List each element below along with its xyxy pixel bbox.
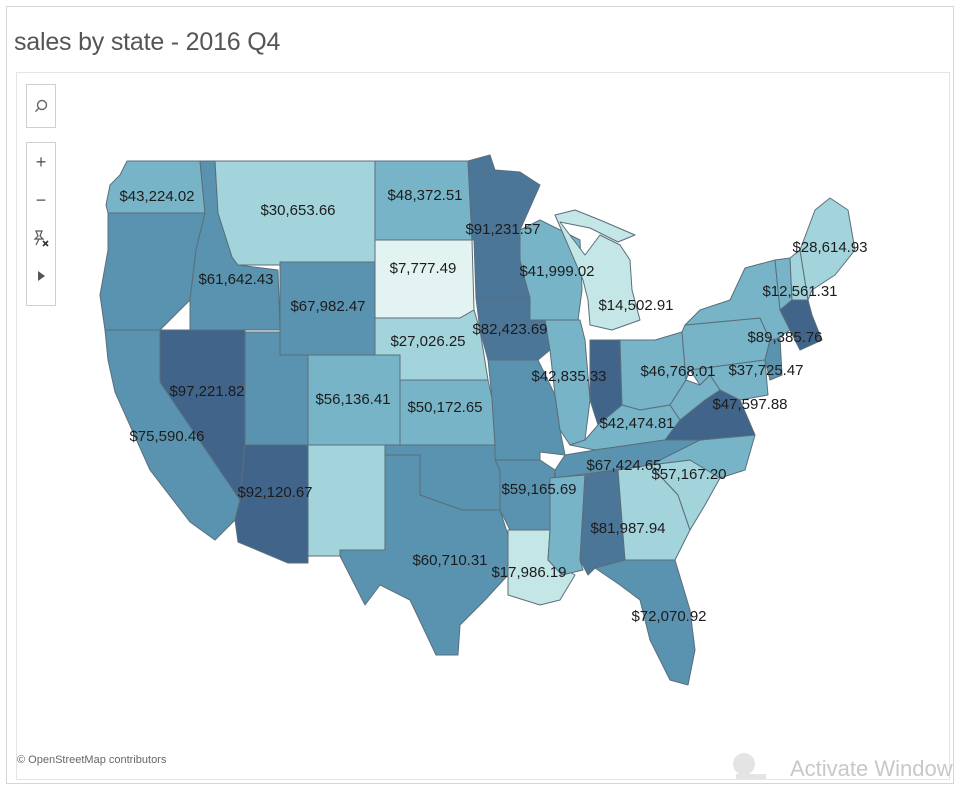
state-value-label-oh: $46,768.01 [640, 363, 715, 380]
expand-toolbar-button[interactable] [27, 257, 55, 295]
state-value-label-sd: $7,777.49 [390, 260, 457, 277]
zoom-out-button[interactable]: − [35, 189, 47, 210]
state-value-label-la: $17,986.19 [491, 564, 566, 581]
state-value-label-ny: $12,561.31 [762, 283, 837, 300]
state-value-label-ks: $50,172.65 [407, 399, 482, 416]
play-icon [38, 271, 45, 281]
state-value-label-al: $81,987.94 [590, 520, 665, 537]
page-title: sales by state - 2016 Q4 [14, 28, 281, 56]
state-value-label-mt: $30,653.66 [260, 202, 335, 219]
search-button[interactable] [27, 85, 55, 127]
state-mi[interactable] [554, 209, 641, 331]
pin-clear-icon [33, 230, 49, 247]
state-value-label-wa: $43,224.02 [119, 188, 194, 205]
state-value-label-id: $61,642.43 [198, 271, 273, 288]
search-control [26, 84, 56, 128]
state-value-label-ne: $27,026.25 [390, 333, 465, 350]
state-value-label-il: $42,835.33 [531, 368, 606, 385]
state-value-label-ma: $89,385.76 [747, 329, 822, 346]
state-or[interactable] [99, 212, 206, 331]
state-mo[interactable] [487, 359, 566, 461]
search-icon [35, 99, 48, 113]
state-ma[interactable] [779, 299, 823, 351]
state-value-label-ia: $82,423.69 [472, 321, 547, 338]
map-viewport[interactable] [16, 72, 950, 780]
reset-pin-button[interactable] [27, 219, 55, 257]
map-attribution: © OpenStreetMap contributors [17, 754, 167, 766]
state-value-label-mi: $14,502.91 [598, 297, 673, 314]
state-wa[interactable] [105, 160, 206, 214]
state-value-label-me: $28,614.93 [792, 239, 867, 256]
state-value-label-mn: $91,231.57 [465, 221, 540, 238]
state-value-label-md: $47,597.88 [712, 396, 787, 413]
state-value-label-tn: $67,424.65 [586, 457, 661, 474]
state-value-label-az: $92,120.67 [237, 484, 312, 501]
state-tx[interactable] [339, 454, 509, 656]
state-sd[interactable] [374, 239, 475, 319]
state-value-label-wi: $41,999.02 [519, 263, 594, 280]
zoom-toolbar: + − [26, 142, 56, 306]
state-az[interactable] [234, 444, 309, 564]
watermark-text: Activate Window [790, 756, 953, 781]
state-value-label-ar: $59,165.69 [501, 481, 576, 498]
state-md[interactable] [689, 359, 769, 401]
state-value-label-fl: $72,070.92 [631, 608, 706, 625]
state-value-label-ky: $42,474.81 [599, 415, 674, 432]
state-value-label-nd: $48,372.51 [387, 187, 462, 204]
state-value-label-nc: $57,167.20 [651, 466, 726, 483]
state-value-label-wy: $67,982.47 [290, 298, 365, 315]
state-nm[interactable] [307, 444, 386, 557]
state-value-label-co: $56,136.41 [315, 391, 390, 408]
watermark-logo-icon [733, 753, 766, 780]
state-me[interactable] [799, 197, 856, 301]
state-fl[interactable] [594, 559, 696, 686]
state-value-label-tx: $60,710.31 [412, 552, 487, 569]
state-value-label-pa: $37,725.47 [728, 362, 803, 379]
state-value-label-ca: $75,590.46 [129, 428, 204, 445]
zoom-in-button[interactable]: + [35, 151, 47, 172]
state-value-label-nv: $97,221.82 [169, 383, 244, 400]
activate-windows-watermark: Activate Window [730, 750, 960, 784]
state-nj[interactable] [764, 337, 783, 381]
